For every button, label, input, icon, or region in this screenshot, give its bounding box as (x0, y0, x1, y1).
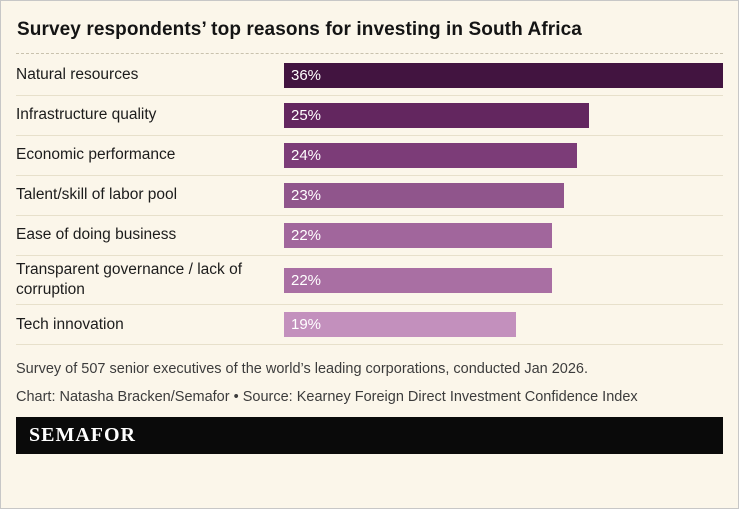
category-label: Ease of doing business (16, 226, 177, 244)
bar-track: 19% (284, 312, 723, 338)
semafor-logo: SEMAFOR (29, 423, 136, 446)
chart-row: Natural resources 36% (16, 56, 723, 96)
bar-track: 36% (284, 63, 723, 88)
bar: 36% (284, 63, 723, 88)
chart-credit: Chart: Natasha Bracken/Semafor • Source:… (16, 388, 638, 405)
value-label: 36% (291, 67, 322, 84)
brand-bar: SEMAFOR (16, 416, 723, 454)
bar-track: 25% (284, 103, 723, 128)
bar: 22% (284, 223, 553, 248)
chart-row: Talent/skill of labor pool 23% (16, 176, 723, 216)
bar-track: 22% (284, 267, 723, 293)
survey-note: Survey of 507 senior executives of the w… (16, 361, 589, 378)
category-label: Talent/skill of labor pool (16, 186, 178, 204)
chart-row: Infrastructure quality 25% (16, 96, 723, 136)
value-label: 19% (291, 316, 322, 334)
bar: 19% (284, 312, 516, 338)
chart-row: Transparent governance / lack of corrupt… (16, 256, 723, 306)
value-label: 24% (291, 147, 322, 164)
category-label: Tech innovation (16, 315, 124, 333)
title-separator (16, 53, 723, 54)
category-label: Natural resources (16, 66, 139, 84)
value-label: 23% (291, 187, 322, 204)
value-label: 25% (291, 107, 322, 124)
category-label: Economic performance (16, 146, 176, 164)
footnotes: Survey of 507 senior executives of the w… (16, 359, 723, 407)
category-label: Transparent governance / lack of corrupt… (16, 261, 243, 299)
value-label: 22% (291, 227, 322, 244)
chart-title: Survey respondents’ top reasons for inve… (17, 19, 582, 40)
bar-track: 23% (284, 183, 723, 208)
bar-track: 22% (284, 223, 723, 248)
bar-chart: Natural resources 36% Infrastructure quali… (16, 56, 723, 346)
bar: 24% (284, 143, 577, 168)
value-label: 22% (291, 271, 322, 289)
chart-row: Economic performance 24% (16, 136, 723, 176)
chart-row: Ease of doing business 22% (16, 216, 723, 256)
bar: 23% (284, 183, 565, 208)
category-label: Infrastructure quality (16, 106, 157, 124)
chart-row: Tech innovation 19% (16, 305, 723, 346)
bar: 22% (284, 267, 553, 293)
bar: 25% (284, 103, 589, 128)
bar-track: 24% (284, 143, 723, 168)
